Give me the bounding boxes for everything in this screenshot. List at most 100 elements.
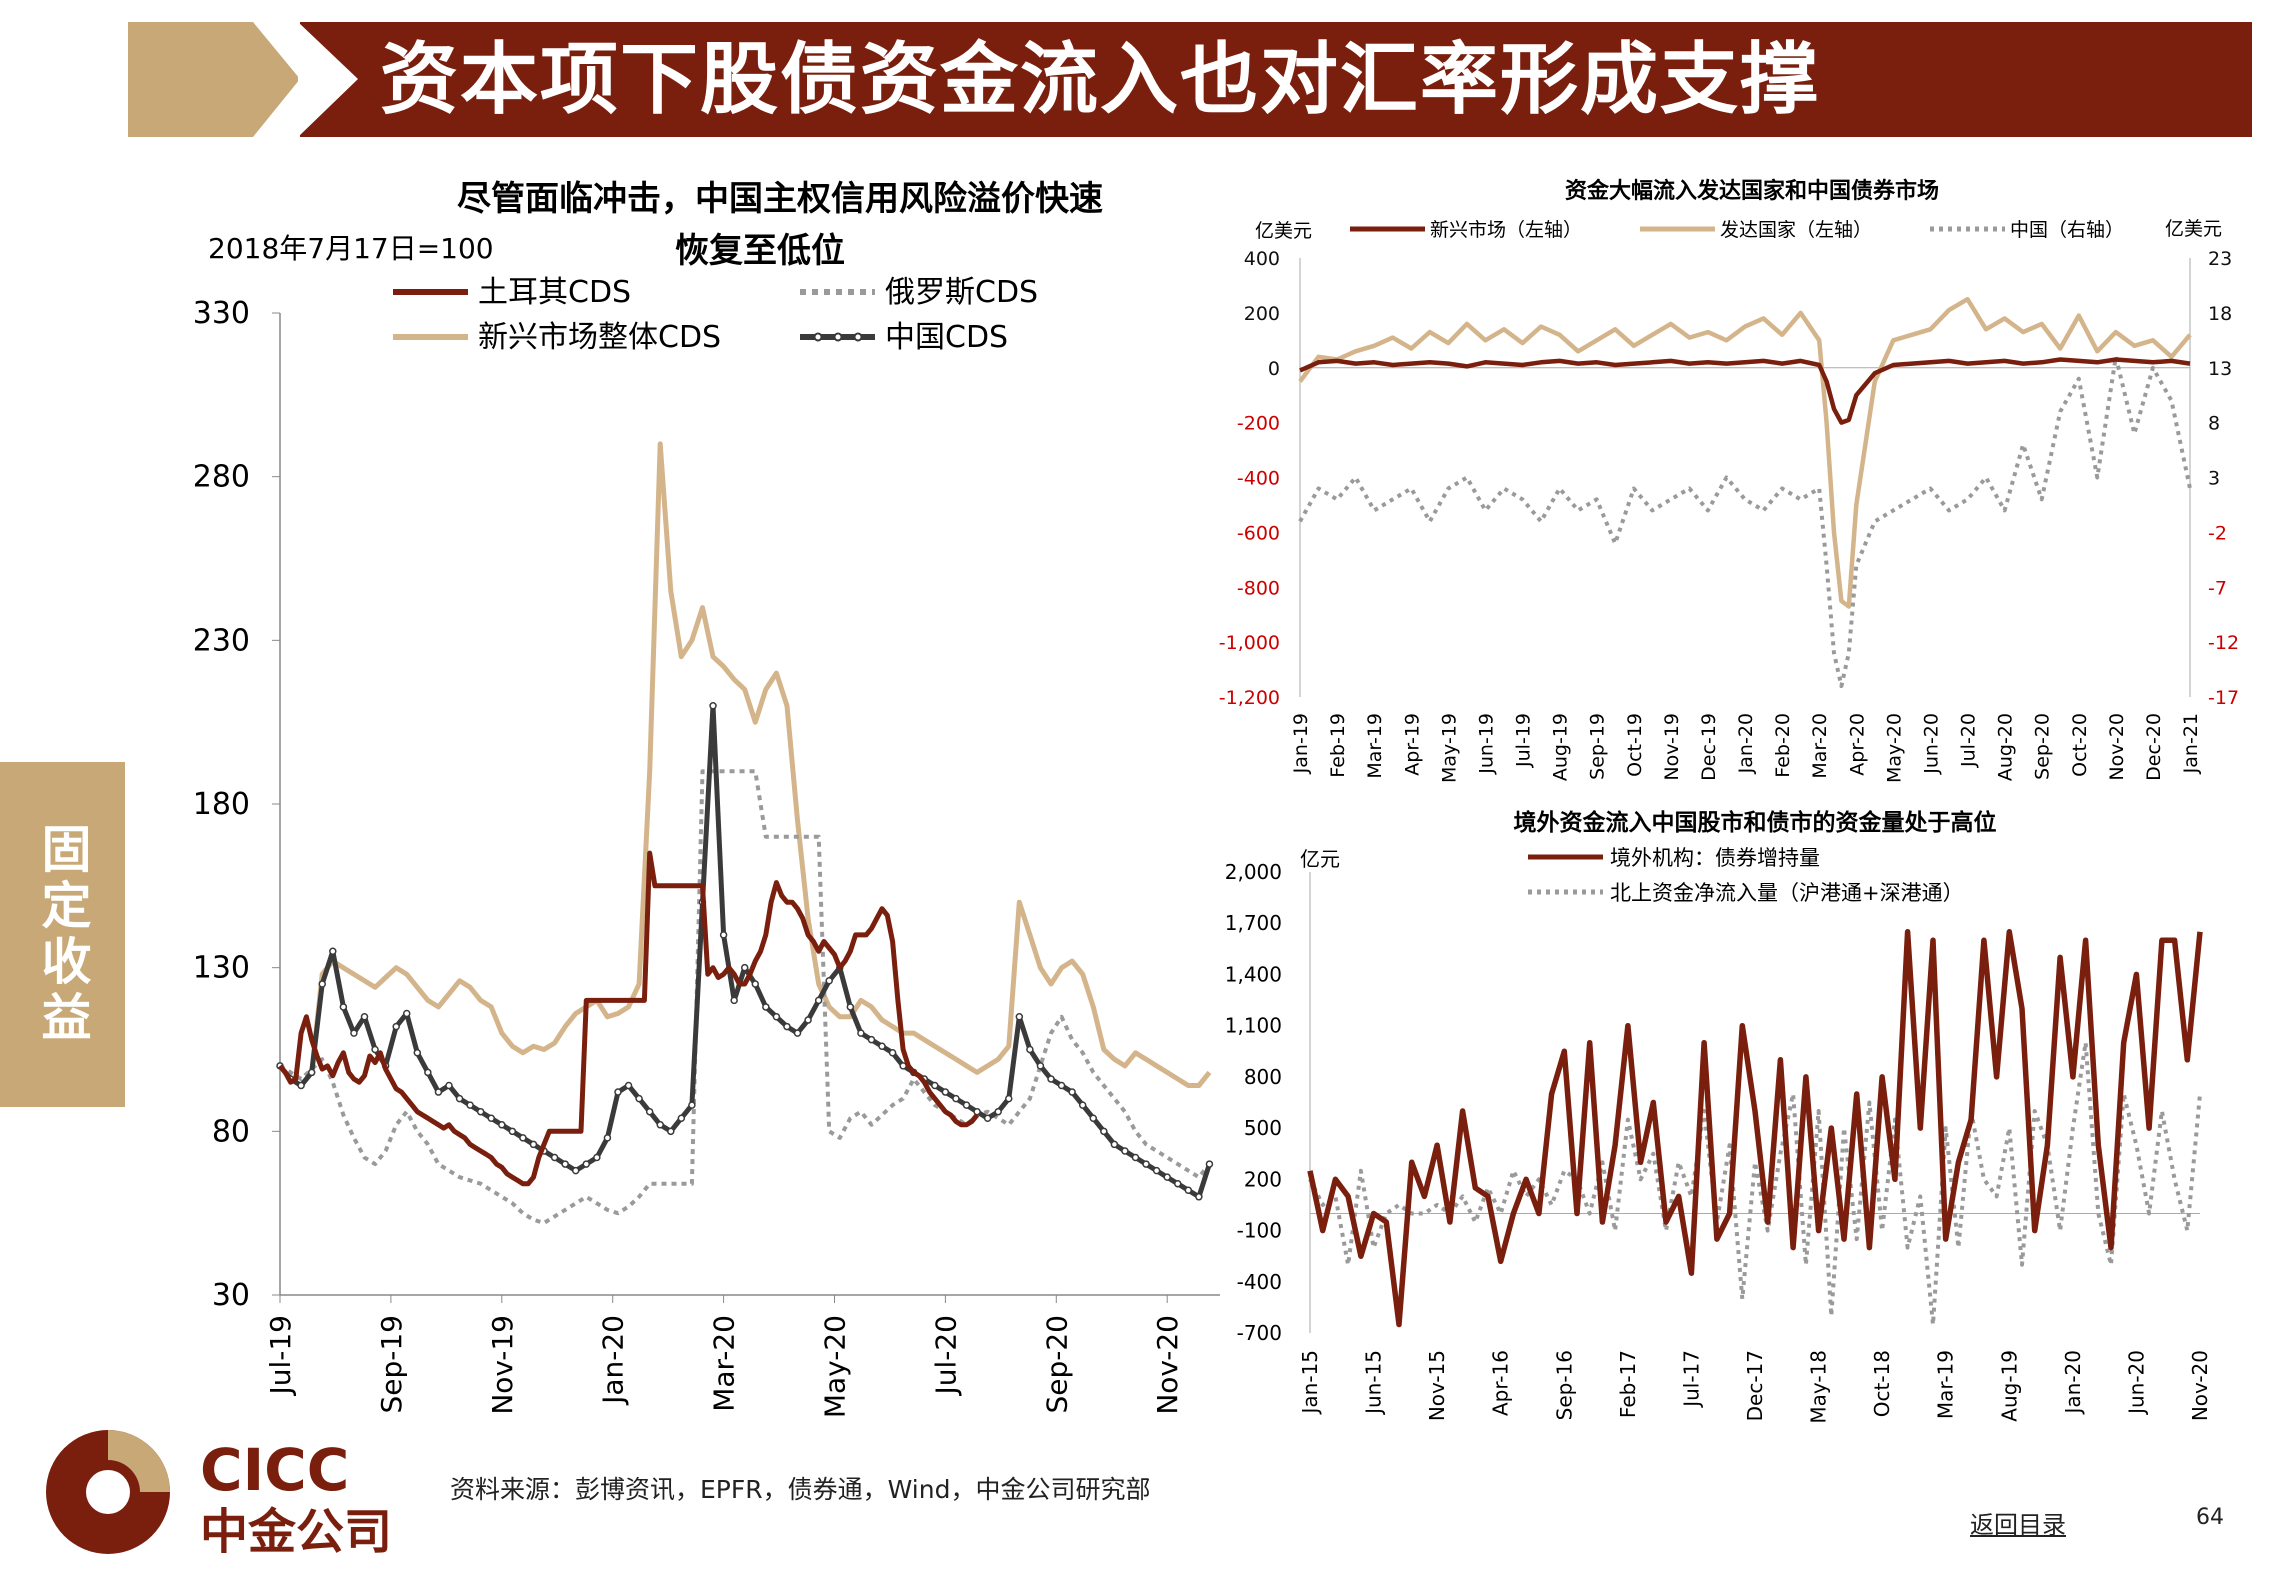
chart2-xtick-label: Sep-19	[1587, 713, 1609, 780]
chart2-series-line	[1298, 296, 2192, 609]
chart1-point	[603, 1134, 612, 1142]
chart1-point	[1100, 1127, 1108, 1136]
chart1-legend-marker	[833, 332, 843, 342]
chart-foreign-inflows-china: 境外资金流入中国股市和债市的资金量处于高位 亿元 境外机构：债券增持量北上资金净…	[1225, 809, 2212, 1424]
chart3-xtick-label: Jun-20	[2124, 1350, 2148, 1416]
chart1-xtick-label: Nov-20	[1151, 1315, 1184, 1415]
chart2-xtick-label: Jul-20	[1958, 713, 1980, 768]
chart1-series	[276, 441, 1214, 1225]
chart3-xtick-label: Nov-15	[1425, 1350, 1449, 1421]
chart1-point	[413, 1049, 422, 1057]
chart1-point	[1110, 1140, 1119, 1149]
chart1-xtick-label: Jul-19	[264, 1315, 297, 1397]
chart2-xtick-label: Feb-19	[1327, 713, 1349, 778]
chart1-point	[476, 1107, 485, 1116]
chart3-xtick-label: May-18	[1807, 1350, 1831, 1424]
chart1-point	[941, 1088, 950, 1096]
chart2-xtick-label: May-19	[1438, 713, 1460, 783]
chart1-legend-marker	[813, 332, 823, 342]
chart2-legend-label: 发达国家（左轴）	[1720, 219, 1872, 241]
chart1-point	[508, 1127, 517, 1136]
chart1-point	[1005, 1094, 1013, 1103]
chart1-point	[582, 1160, 591, 1168]
chart1-title-line1: 尽管面临冲击，中国主权信用风险溢价快速	[457, 179, 1103, 219]
chart1-point	[371, 1045, 379, 1054]
chart1-ytick-label: 130	[193, 951, 250, 986]
chart1-point	[519, 1134, 527, 1142]
chart1-point	[1174, 1179, 1182, 1188]
chart3-title: 境外资金流入中国股市和债市的资金量处于高位	[1514, 809, 1997, 836]
chart2-legend: 新兴市场（左轴） 发达国家（左轴） 中国（右轴）	[1350, 219, 2124, 241]
chart1-point	[857, 1029, 865, 1037]
chart1-point	[1015, 1013, 1024, 1021]
chart3-xtick-label: Dec-17	[1743, 1350, 1767, 1421]
chart1-point	[688, 1101, 696, 1109]
chart1-point	[445, 1081, 453, 1090]
chart2-legend-label: 新兴市场（左轴）	[1430, 219, 1582, 241]
chart3-xtick-label: Mar-19	[1934, 1350, 1958, 1419]
chart1-legend-label: 俄罗斯CDS	[885, 275, 1038, 310]
chart1-xtick-label: Nov-19	[486, 1315, 519, 1415]
chart2-series-line	[1298, 354, 2192, 688]
chart1-legend-label: 土耳其CDS	[478, 275, 631, 310]
chart3-xtick-label: Apr-16	[1489, 1350, 1513, 1416]
back-to-toc-link[interactable]: 返回目录	[1970, 1511, 2066, 1539]
chart3-ytick-label: 2,000	[1225, 860, 1282, 884]
chart3-ytick-label: 500	[1244, 1116, 1282, 1140]
chart1-point	[804, 1016, 812, 1024]
chart1-title-line2: 恢复至低位	[675, 231, 845, 271]
chart3-xtick-label: Aug-19	[1997, 1350, 2021, 1422]
chart2-xtick-label: Oct-19	[1624, 713, 1646, 777]
chart1-ytick-label: 330	[193, 296, 250, 331]
chart1-axes: 330 280 230 180 130 80 30 Jul-19 Sep-19 Nov-19 Jan…	[193, 296, 1220, 1418]
chart1-point	[1121, 1147, 1129, 1155]
chart2-ytick-label: -200	[1237, 413, 1280, 435]
chart2-ytick-right-label: -7	[2208, 577, 2227, 599]
chart1-point	[783, 1022, 791, 1031]
chart1-legend: 土耳其CDS 俄罗斯CDS 新兴市场整体CDS 中国CDS	[393, 275, 1038, 355]
chart1-point	[1131, 1153, 1140, 1162]
chart1-legend-label: 新兴市场整体CDS	[478, 320, 721, 355]
chart1-point	[983, 1114, 992, 1122]
chart3-ytick-label: 1,400	[1225, 962, 1282, 986]
chart1-point	[762, 1003, 770, 1011]
chart3-xtick-label: Jul-17	[1679, 1350, 1703, 1409]
chart1-legend-label: 中国CDS	[885, 320, 1008, 355]
chart3-ytick-label: 1,700	[1225, 911, 1282, 935]
chart3-xtick-label: Sep-16	[1552, 1350, 1576, 1420]
chart1-point	[487, 1114, 495, 1122]
chart2-ytick-right-label: 3	[2208, 468, 2220, 490]
chart1-point	[297, 1081, 305, 1090]
chart1-point	[392, 1022, 400, 1031]
section-tab[interactable]: 固定收益	[0, 762, 125, 1107]
chart3-legend-label: 境外机构：债券增持量	[1610, 846, 1820, 870]
chart1-point	[1089, 1114, 1098, 1122]
chart1-xtick-label: May-20	[818, 1315, 851, 1418]
title-bar	[298, 22, 2252, 137]
chart1-point	[318, 980, 326, 988]
chart2-title: 资金大幅流入发达国家和中国债券市场	[1565, 178, 1939, 204]
cicc-logo: CICC 中金公司	[46, 1430, 392, 1560]
chart1-point	[825, 977, 833, 985]
logo-center	[86, 1470, 130, 1514]
chart3-ytick-label: -700	[1237, 1321, 1282, 1345]
chart3-series-line	[1307, 929, 2203, 1328]
chart1-point	[529, 1140, 538, 1149]
chart1-point	[593, 1153, 601, 1162]
chart1-point	[1047, 1075, 1055, 1083]
chart3-ytick-label: 800	[1244, 1065, 1282, 1089]
chart1-series-line	[278, 703, 1212, 1200]
chart3-xtick-label: Jan-15	[1298, 1350, 1322, 1416]
chart1-series-line	[278, 441, 1212, 1088]
header-arrow-decoration	[128, 22, 300, 137]
chart1-point	[994, 1107, 1002, 1116]
chart1-point	[1142, 1160, 1150, 1168]
chart2-xtick-label: Dec-20	[2143, 713, 2165, 781]
chart2-xtick-label: May-20	[1883, 713, 1905, 783]
chart2-series-line	[1299, 357, 2191, 425]
chart1-point	[952, 1094, 960, 1103]
chart1-point	[656, 1121, 664, 1129]
chart1-point	[1057, 1081, 1066, 1090]
